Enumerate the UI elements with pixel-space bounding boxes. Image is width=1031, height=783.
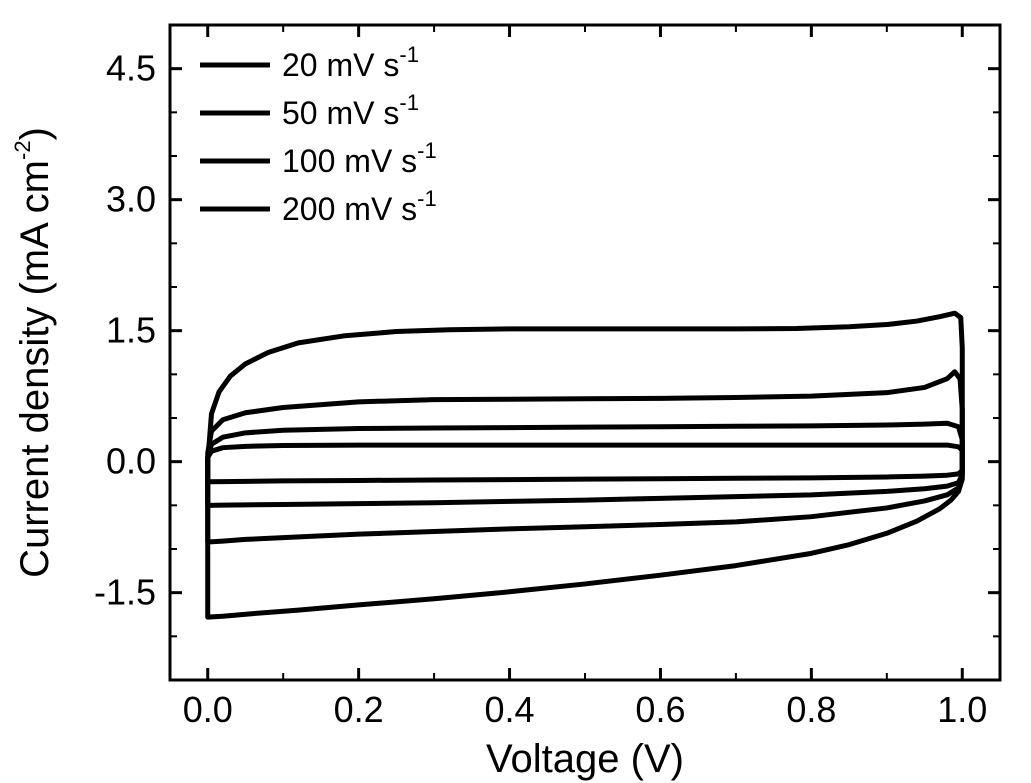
cv-curve [208, 372, 963, 542]
legend-label: 200 mV s-1 [282, 186, 437, 227]
y-tick-label: 3.0 [106, 179, 156, 220]
x-tick-label: 0.6 [635, 689, 685, 730]
x-tick-label: 0.4 [485, 689, 535, 730]
x-tick-label: 0.2 [334, 689, 384, 730]
cv-curve [208, 445, 963, 482]
x-tick-label: 1.0 [937, 689, 987, 730]
y-tick-label: 0.0 [106, 441, 156, 482]
series-group [208, 313, 963, 617]
x-axis-label: Voltage (V) [486, 737, 684, 781]
x-tick-label: 0.8 [786, 689, 836, 730]
x-tick-label: 0.0 [183, 689, 233, 730]
legend-label: 20 mV s-1 [282, 42, 419, 83]
y-tick-label: 4.5 [106, 48, 156, 89]
chart-svg: 0.0 0.2 0.4 0.6 0.8 1.0 -1.5 0.0 1.5 3.0 4.5 Voltag… [0, 0, 1031, 783]
legend-label: 100 mV s-1 [282, 138, 437, 179]
y-axis-label: Current density (mA cm-2) [10, 127, 57, 578]
legend-label: 50 mV s-1 [282, 90, 419, 131]
y-tick-label: -1.5 [94, 572, 156, 613]
cv-curve [208, 313, 963, 617]
y-tick-label: 1.5 [106, 310, 156, 351]
cv-chart: 0.0 0.2 0.4 0.6 0.8 1.0 -1.5 0.0 1.5 3.0 4.5 Voltag… [0, 0, 1031, 783]
cv-curve [208, 423, 963, 505]
